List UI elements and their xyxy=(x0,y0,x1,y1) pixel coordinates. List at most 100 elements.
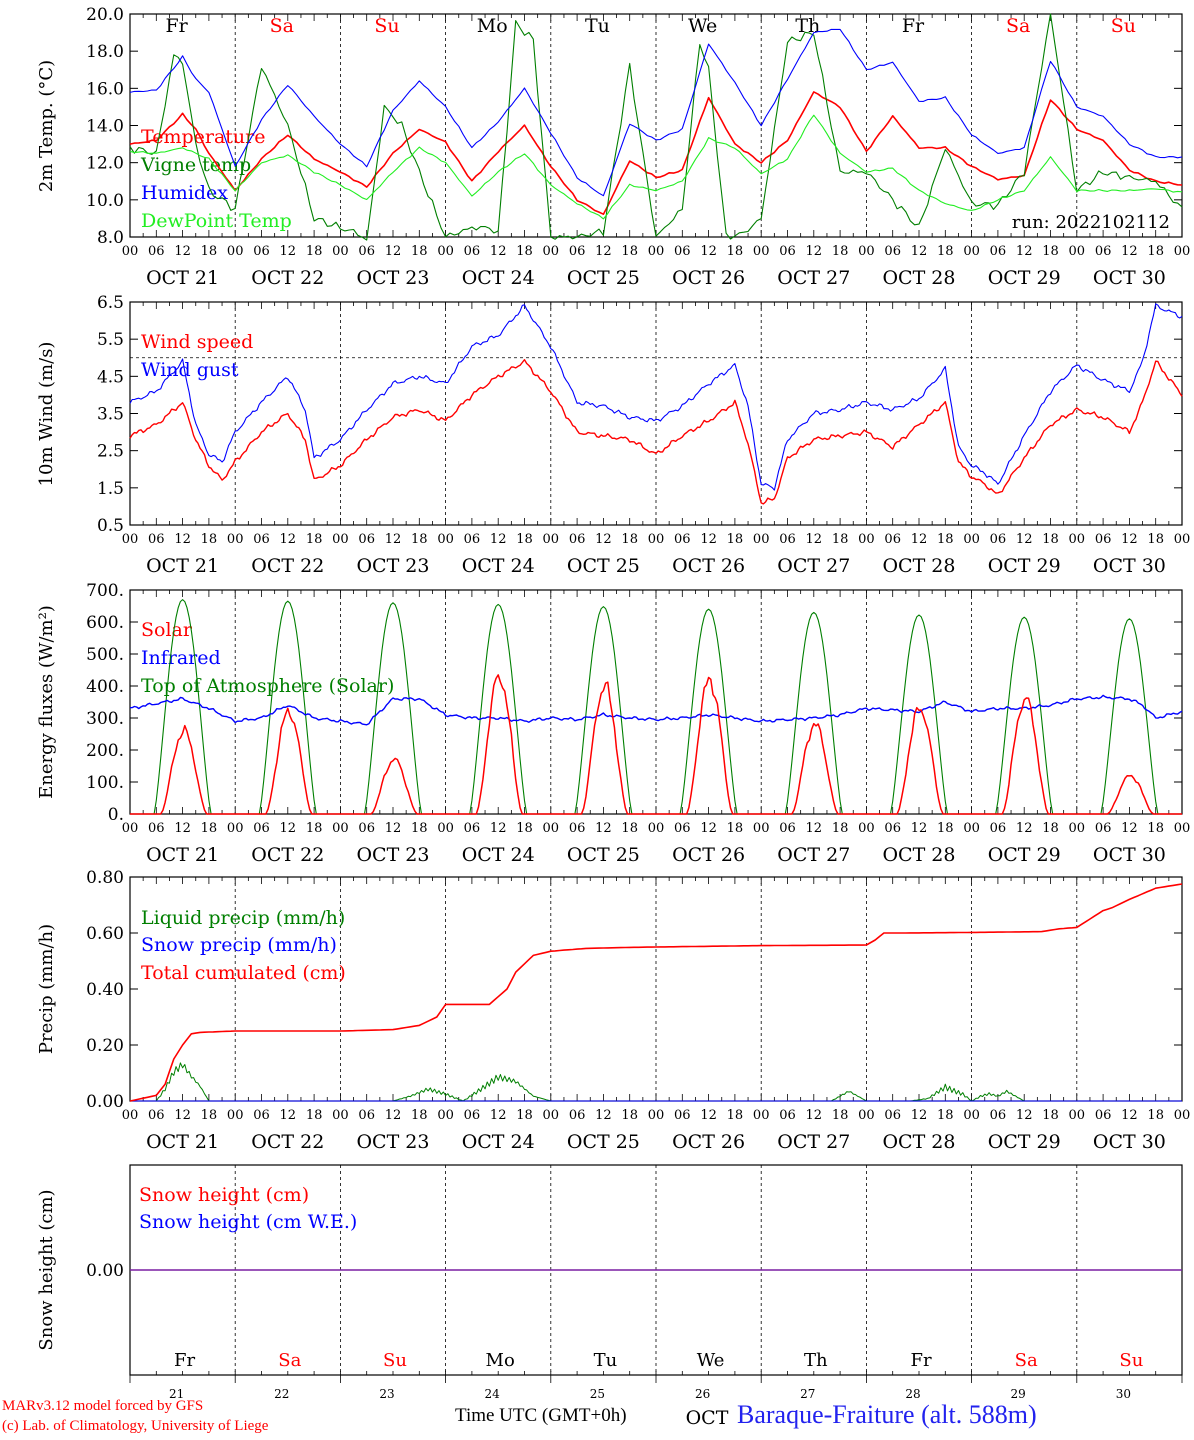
hour-tick-label: 12 xyxy=(911,244,928,259)
run-label: run: 2022102112 xyxy=(1012,212,1170,233)
hour-tick-label: 00 xyxy=(122,532,139,547)
hour-tick-label: 00 xyxy=(437,244,454,259)
hour-tick-label: 12 xyxy=(490,1108,507,1123)
hour-tick-label: 00 xyxy=(648,821,665,836)
y-tick-label: 0.00 xyxy=(86,1261,124,1281)
legend-entry: Wind gust xyxy=(141,359,239,381)
day-name-label: Tu xyxy=(594,1350,618,1371)
date-label: OCT 21 xyxy=(146,844,219,866)
station-name: Baraque-Fraiture (alt. 588m) xyxy=(737,1400,1037,1429)
hour-tick-label: 00 xyxy=(858,532,875,547)
date-label: OCT 23 xyxy=(356,555,429,577)
hour-tick-label: 00 xyxy=(227,1108,244,1123)
hour-tick-label: 18 xyxy=(727,1108,744,1123)
hour-tick-label: 12 xyxy=(595,1108,612,1123)
y-tick-label: 0.5 xyxy=(97,516,124,536)
date-label: OCT 23 xyxy=(356,844,429,866)
date-label: OCT 27 xyxy=(777,844,850,866)
hour-tick-label: 06 xyxy=(674,244,691,259)
hour-tick-label: 12 xyxy=(700,532,717,547)
hour-tick-label: 06 xyxy=(779,1108,796,1123)
hour-tick-label: 06 xyxy=(253,244,270,259)
hour-tick-label: 18 xyxy=(411,1108,428,1123)
hour-tick-label: 12 xyxy=(700,244,717,259)
date-label: OCT 28 xyxy=(882,267,955,289)
hour-tick-label: 18 xyxy=(1147,1108,1164,1123)
hour-tick-label: 18 xyxy=(306,1108,323,1123)
hour-tick-label: 06 xyxy=(1095,1108,1112,1123)
hour-tick-label: 00 xyxy=(1069,1108,1086,1123)
hour-tick-label: 18 xyxy=(201,821,218,836)
hour-tick-label: 12 xyxy=(280,1108,297,1123)
y-tick-label: 10.0 xyxy=(86,191,124,211)
date-label: OCT 25 xyxy=(567,1131,640,1153)
legend-entry: Snow height (cm W.E.) xyxy=(139,1211,357,1233)
day-name-label: Su xyxy=(374,15,399,37)
hour-tick-label: 00 xyxy=(227,821,244,836)
hour-tick-label: 18 xyxy=(621,244,638,259)
hour-tick-label: 18 xyxy=(1042,821,1059,836)
hour-tick-label: 18 xyxy=(727,532,744,547)
hour-tick-label: 06 xyxy=(569,821,586,836)
series-line-dewpoint-temp xyxy=(129,114,1183,220)
y-tick-label: 16.0 xyxy=(86,79,124,99)
hour-tick-label: 06 xyxy=(674,1108,691,1123)
hour-tick-label: 12 xyxy=(385,244,402,259)
hour-tick-label: 00 xyxy=(122,244,139,259)
hour-tick-label: 12 xyxy=(280,244,297,259)
legend-entry: Wind speed xyxy=(141,331,253,353)
date-label: OCT 25 xyxy=(567,844,640,866)
hour-tick-label: 12 xyxy=(911,821,928,836)
y-tick-label: 100. xyxy=(86,773,124,793)
legend-entry: Snow height (cm) xyxy=(139,1184,309,1206)
hour-tick-label: 06 xyxy=(779,821,796,836)
hour-tick-label: 00 xyxy=(753,532,770,547)
hour-tick-label: 06 xyxy=(358,244,375,259)
y-tick-label: 600. xyxy=(86,613,124,633)
hour-tick-label: 18 xyxy=(727,821,744,836)
panel-1: 00 06 12 18 00 06 12 18 00 06 12 18 00 06 12 18 00 06 12 18… xyxy=(36,5,1190,289)
y-tick-label: 8.0 xyxy=(97,228,124,248)
date-label: OCT 30 xyxy=(1093,844,1166,866)
hour-tick-label: 18 xyxy=(516,244,533,259)
hour-tick-label: 12 xyxy=(595,821,612,836)
hour-tick-label: 00 xyxy=(543,532,560,547)
hour-tick-label: 06 xyxy=(148,244,165,259)
hour-tick-label: 00 xyxy=(1069,532,1086,547)
hour-tick-label: 06 xyxy=(464,821,481,836)
hour-tick-label: 06 xyxy=(464,1108,481,1123)
series-line-wind-speed xyxy=(129,359,1183,505)
legend-entry: Humidex xyxy=(141,182,228,204)
y-axis-label: 10m Wind (m/s) xyxy=(36,342,57,487)
hour-tick-label: 06 xyxy=(148,1108,165,1123)
hour-tick-label: 18 xyxy=(832,821,849,836)
day-number-label: 29 xyxy=(1011,1387,1026,1401)
hour-tick-label: 18 xyxy=(1042,244,1059,259)
hour-tick-label: 18 xyxy=(1042,532,1059,547)
hour-tick-label: 12 xyxy=(490,244,507,259)
hour-tick-label: 06 xyxy=(779,244,796,259)
legend-entry: Temperature xyxy=(141,126,265,148)
hour-tick-label: 00 xyxy=(332,244,349,259)
hour-tick-label: 00 xyxy=(963,532,980,547)
panel-3: 00 06 12 18 00 06 12 18 00 06 12 18 00 06 12 18 00 06 12 18… xyxy=(36,581,1190,866)
hour-tick-label: 18 xyxy=(621,532,638,547)
hour-tick-label: 06 xyxy=(884,821,901,836)
hour-tick-label: 18 xyxy=(1147,532,1164,547)
day-number-label: 22 xyxy=(274,1387,289,1401)
day-name-label: We xyxy=(697,1350,725,1371)
hour-tick-label: 06 xyxy=(148,532,165,547)
hour-tick-label: 12 xyxy=(490,532,507,547)
hour-tick-label: 18 xyxy=(306,821,323,836)
series-line-wind-gust xyxy=(129,303,1183,491)
y-axis-label: 2m Temp. (°C) xyxy=(36,60,57,192)
date-label: OCT 30 xyxy=(1093,1131,1166,1153)
hour-tick-label: 06 xyxy=(990,1108,1007,1123)
hour-tick-label: 12 xyxy=(174,821,191,836)
hour-tick-label: 18 xyxy=(621,1108,638,1123)
date-label: OCT 28 xyxy=(882,555,955,577)
hour-tick-label: 18 xyxy=(937,821,954,836)
y-tick-label: 0.80 xyxy=(86,868,124,888)
hour-tick-label: 12 xyxy=(1121,532,1138,547)
